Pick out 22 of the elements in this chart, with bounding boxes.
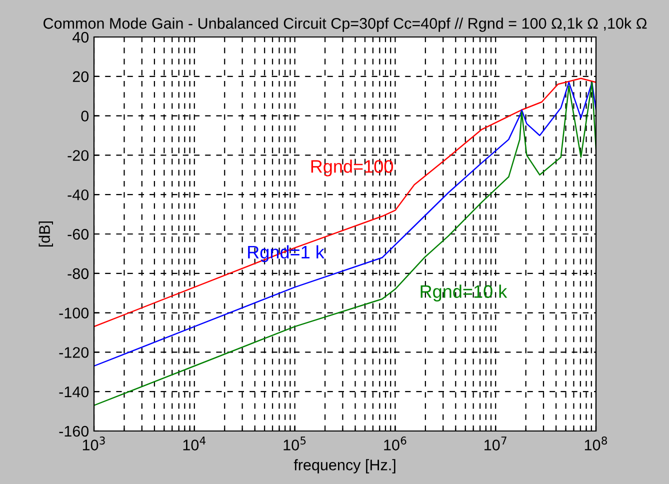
x-tick-label: 10$^{7}$ [484, 436, 506, 450]
chart-title: Common Mode Gain - Unbalanced Circuit Cp=30pf Cc=40pf // Rgnd = 100 Ω,1k Ω ,10k Ω [44, 18, 647, 32]
x-tick-label: 10$^{3}$ [82, 436, 105, 450]
series-label: Rgnd=100 [311, 160, 393, 176]
x-tick-label: 10$^{5}$ [284, 436, 306, 450]
y-axis-title: [dB] [38, 222, 54, 246]
y-tick-label: 0 [81, 110, 89, 122]
x-tick-label: 10$^{6}$ [384, 436, 406, 450]
series-label: Rgnd=10 k [420, 284, 508, 302]
x-axis-title: frequency [Hz.] [294, 459, 396, 474]
y-tick-label: -40 [68, 189, 89, 200]
y-tick-label: -80 [68, 268, 89, 280]
y-tick-label: -60 [68, 228, 89, 240]
y-tick-label: -20 [68, 150, 89, 161]
y-tick-label: 40 [72, 32, 89, 43]
y-tick-label: -120 [59, 347, 89, 358]
x-tick-label: 10$^{4}$ [183, 436, 206, 450]
y-tick-label: -140 [59, 386, 89, 398]
y-tick-label: -100 [59, 308, 89, 318]
y-tick-label: 20 [72, 71, 89, 82]
y-tick-label: -160 [59, 426, 89, 437]
x-tick-label: 10$^{8}$ [584, 436, 607, 450]
